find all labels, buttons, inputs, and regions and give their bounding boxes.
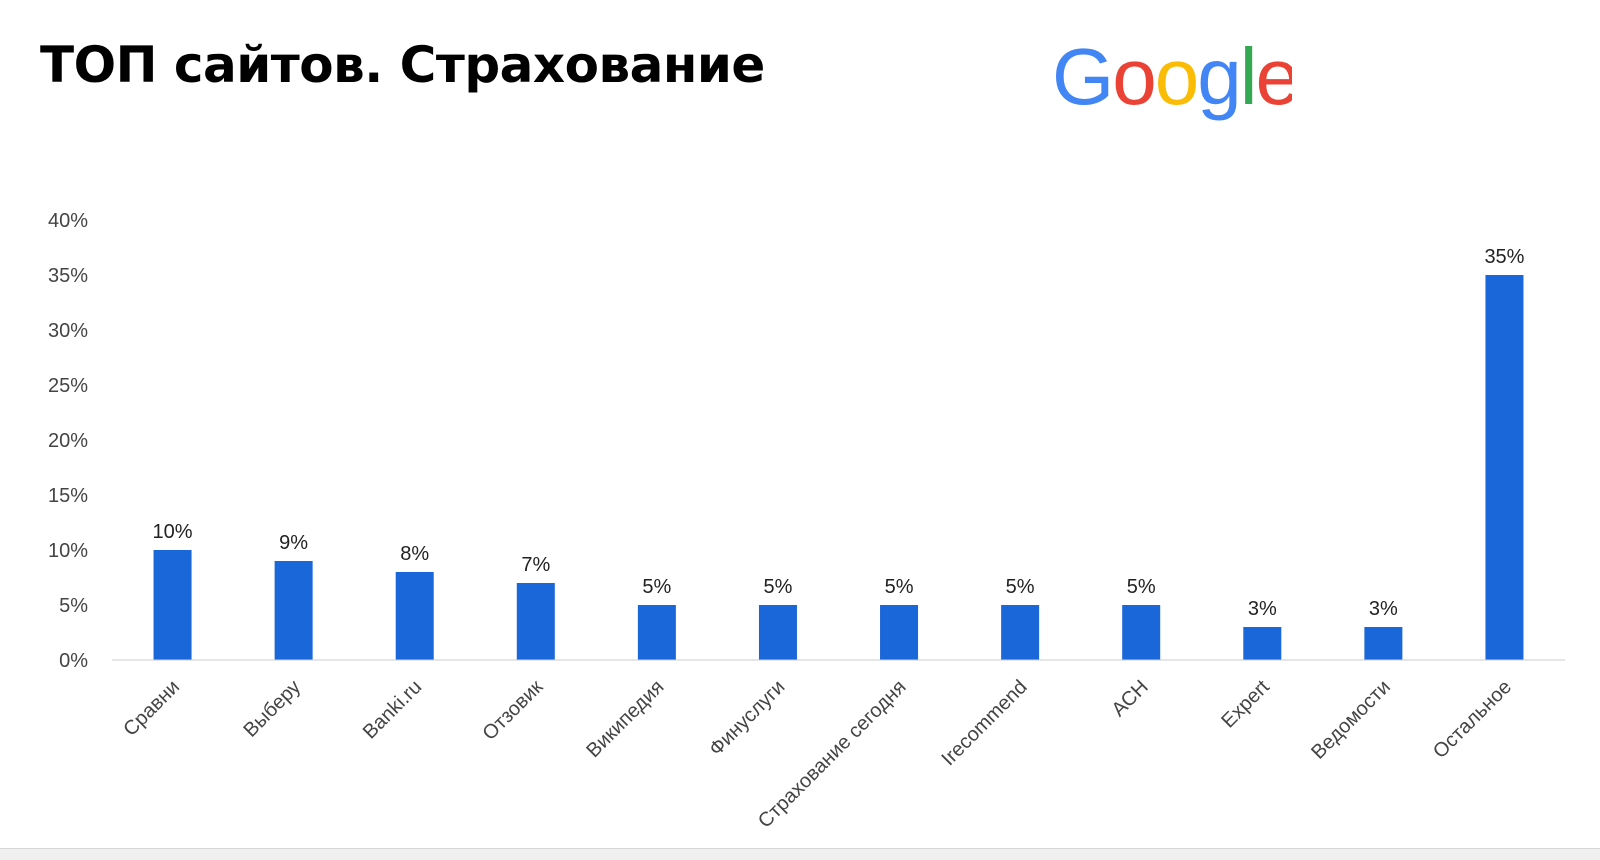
y-tick-label: 20%: [48, 430, 88, 452]
logo-letter: o: [1112, 32, 1155, 121]
bar: [395, 572, 434, 660]
bar: [274, 561, 313, 660]
google-logo-text: Google: [1052, 32, 1292, 121]
bar: [1243, 627, 1282, 660]
x-tick-label: Финуслуги: [705, 676, 789, 760]
data-label: 7%: [521, 554, 550, 576]
x-tick-label: Остальное: [1429, 676, 1516, 763]
data-label: 5%: [1006, 576, 1035, 598]
data-label: 5%: [1127, 576, 1156, 598]
y-tick-label: 35%: [48, 265, 88, 287]
bar: [1122, 605, 1161, 660]
logo-letter: g: [1197, 32, 1240, 121]
google-logo: Google: [1052, 32, 1292, 121]
logo-letter: l: [1240, 32, 1256, 121]
data-label: 10%: [153, 521, 193, 543]
x-tick-label: Отзовик: [478, 676, 547, 745]
bar: [1364, 627, 1403, 660]
bar: [153, 550, 192, 660]
bar: [880, 605, 919, 660]
x-axis: Сравни Выберу Banki.ru Отзовик Википедия Фину…: [112, 659, 1565, 833]
data-label: 5%: [642, 576, 671, 598]
y-tick-label: 40%: [48, 210, 88, 232]
y-tick-label: 15%: [48, 485, 88, 507]
x-tick-label: Banki.ru: [359, 676, 426, 743]
bar: [758, 605, 797, 660]
y-tick-label: 30%: [48, 320, 88, 342]
bottom-bar: [0, 848, 1600, 860]
logo-letter: o: [1155, 32, 1198, 121]
y-tick-label: 5%: [59, 595, 88, 617]
logo-letter: e: [1256, 32, 1292, 121]
bar: [516, 583, 555, 660]
data-label: 8%: [400, 543, 429, 565]
bars: [153, 275, 1524, 660]
bar: [1485, 275, 1524, 660]
y-tick-label: 10%: [48, 540, 88, 562]
x-tick-label: Irecommend: [938, 676, 1032, 770]
logo-letter: G: [1052, 32, 1112, 121]
x-tick-label: Выберу: [239, 676, 305, 742]
bar: [1001, 605, 1040, 660]
y-tick-label: 0%: [59, 650, 88, 672]
bar: [637, 605, 676, 660]
data-label: 5%: [885, 576, 914, 598]
page-title: ТОП сайтов. Страхование: [40, 36, 765, 94]
data-labels: 10% 9% 8% 7% 5% 5% 5% 5% 5% 3% 3% 35%: [153, 246, 1525, 620]
x-tick-label: Expert: [1217, 676, 1274, 733]
data-label: 35%: [1484, 246, 1524, 268]
data-label: 3%: [1248, 598, 1277, 620]
x-tick-label: Ведомости: [1307, 676, 1395, 764]
y-axis: 0% 5% 10% 15% 20% 25% 30% 35% 40%: [48, 210, 88, 672]
y-tick-label: 25%: [48, 375, 88, 397]
data-label: 3%: [1369, 598, 1398, 620]
data-label: 5%: [764, 576, 793, 598]
x-tick-label: АСН: [1108, 676, 1153, 721]
x-tick-label: Сравни: [119, 676, 184, 741]
data-label: 9%: [279, 532, 308, 554]
x-tick-label: Википедия: [582, 676, 668, 762]
